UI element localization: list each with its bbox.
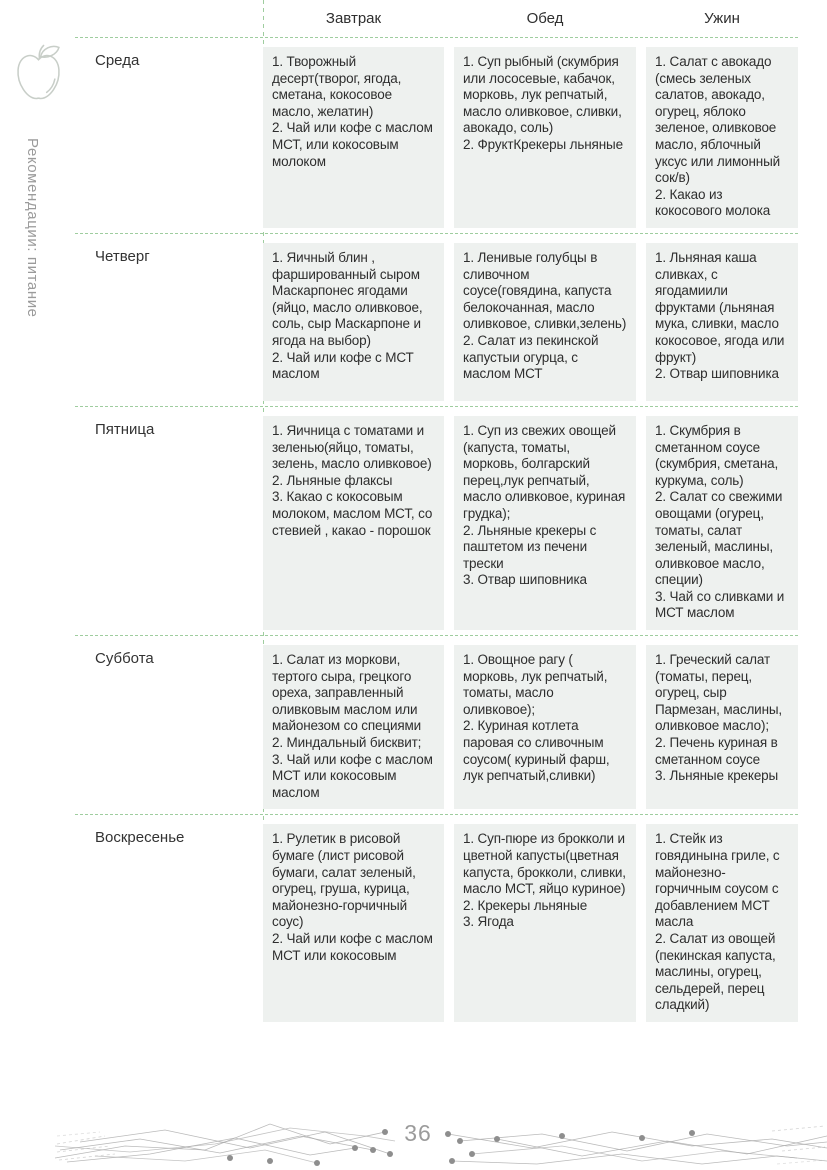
table-row: Пятница 1. Яичница с томатами и зеленью(… <box>75 407 798 637</box>
lunch-cell: 1. Суп рыбный (скумбрия или лососевые, к… <box>454 47 636 228</box>
sidebar-section-label: Рекомендации: питание <box>24 138 41 318</box>
day-label: Среда <box>95 52 140 69</box>
meal-plan-table: Завтрак Обед Ужин Среда 1. Творожный дес… <box>75 0 798 1027</box>
breakfast-cell: 1. Творожный десерт(творог, ягода, смета… <box>263 47 444 228</box>
lunch-cell: 1. Суп-пюре из брокколи и цветной капуст… <box>454 824 636 1022</box>
dinner-cell: 1. Стейк из говядинына гриле, с майонезн… <box>646 824 798 1022</box>
lunch-cell: 1. Ленивые голубцы в сливочном соусе(гов… <box>454 242 636 401</box>
table-header-row: Завтрак Обед Ужин <box>75 0 798 38</box>
table-row: Среда 1. Творожный десерт(творог, ягода,… <box>75 38 798 234</box>
dinner-cell: 1. Скумбрия в сметанном соусе (скумбрия,… <box>646 415 798 631</box>
breakfast-cell: 1. Салат из моркови, тертого сыра, грецк… <box>263 645 444 810</box>
table-row: Четверг 1. Яичный блин , фаршированный с… <box>75 234 798 407</box>
apple-icon <box>17 44 60 100</box>
lunch-cell: 1. Суп из свежих овощей (капуста, томаты… <box>454 415 636 631</box>
breakfast-cell: 1. Яичный блин , фаршированный сыром Мас… <box>263 242 444 401</box>
table-row: Воскресенье 1. Рулетик в рисовой бумаге … <box>75 815 798 1027</box>
footer-decor-lines-right <box>445 1125 827 1165</box>
dinner-cell: 1. Льняная каша сливках, с ягодамиили фр… <box>646 242 798 401</box>
breakfast-cell: 1. Рулетик в рисовой бумаге (лист рисово… <box>263 824 444 1022</box>
column-header-breakfast: Завтрак <box>325 10 382 27</box>
dinner-cell: 1. Греческий салат (томаты, перец, огуре… <box>646 645 798 810</box>
day-label: Пятница <box>95 420 155 438</box>
column-header-dinner: Ужин <box>704 10 740 27</box>
footer-decor-lines-left <box>55 1123 396 1166</box>
day-label: Четверг <box>95 247 150 265</box>
dinner-cell: 1. Салат с авокадо (смесь зеленых салато… <box>646 47 798 228</box>
day-label: Суббота <box>95 650 154 668</box>
column-header-lunch: Обед <box>526 10 564 27</box>
lunch-cell: 1. Овощное рагу ( морковь, лук репчатый,… <box>454 645 636 810</box>
breakfast-cell: 1. Яичница с томатами и зеленью(яйцо, то… <box>263 415 444 631</box>
day-label: Воскресенье <box>95 829 185 847</box>
table-row: Суббота 1. Салат из моркови, тертого сыр… <box>75 636 798 816</box>
page-number: 36 <box>404 1120 432 1146</box>
